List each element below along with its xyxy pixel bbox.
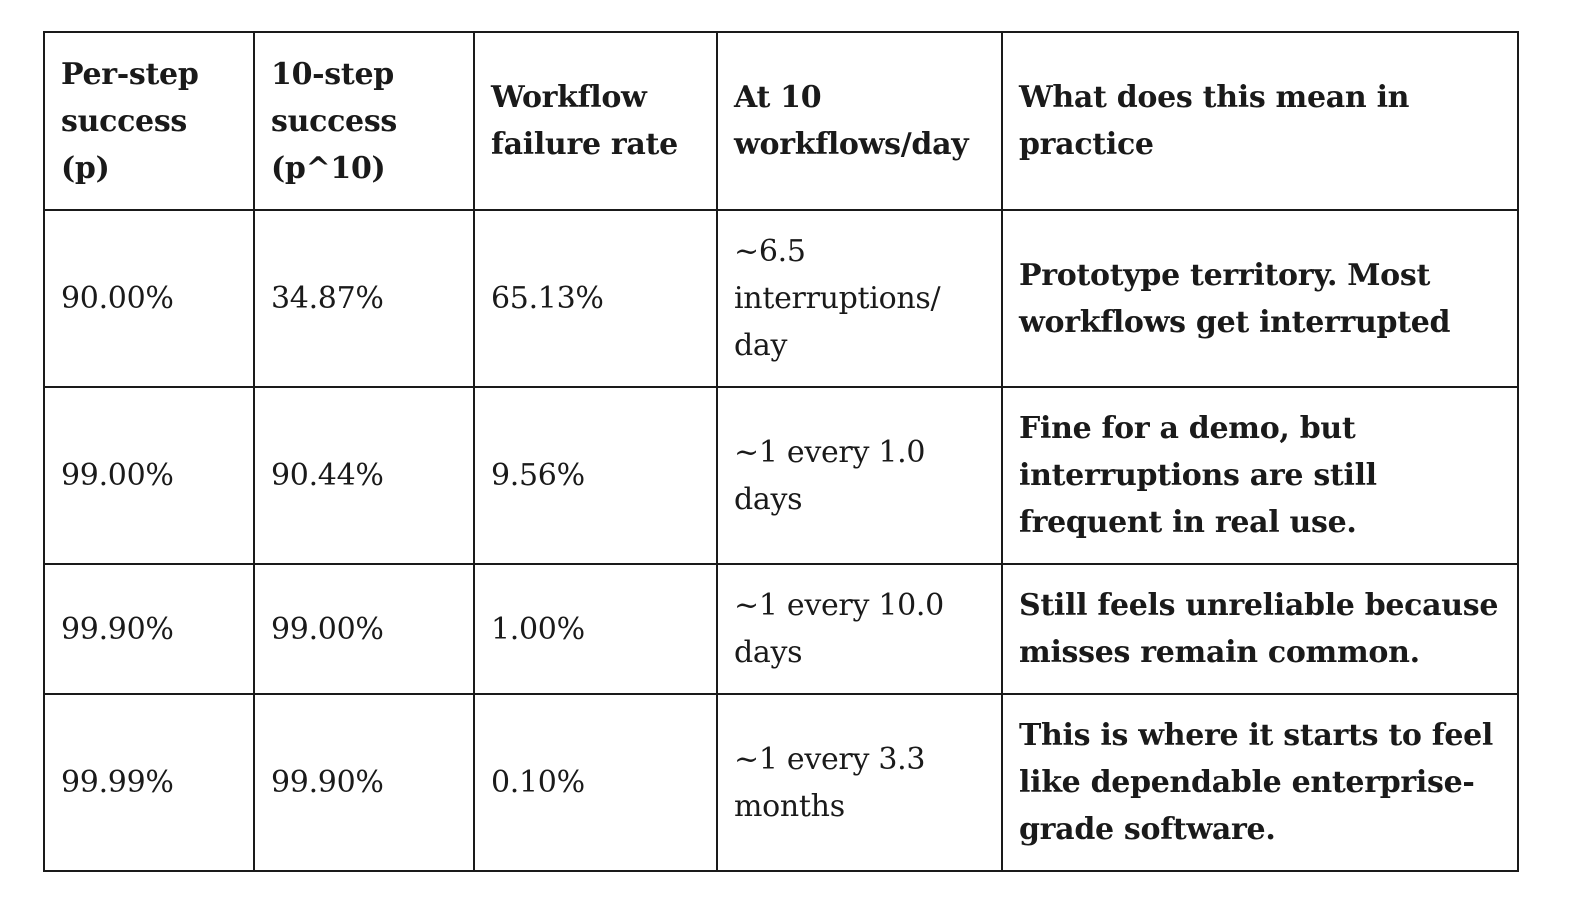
cell-meaning: Fine for a demo, but interruptions are s… xyxy=(1001,386,1519,565)
cell-per-step-success: 99.90% xyxy=(43,563,255,695)
cell-per-step-success: 90.00% xyxy=(43,209,255,388)
header-meaning: What does this mean in practice xyxy=(1001,31,1519,211)
table-row: 99.99% 99.90% 0.10% ~1 every 3.3 months … xyxy=(43,693,1519,872)
cell-meaning: Prototype territory. Most workflows get … xyxy=(1001,209,1519,388)
header-at-10-per-day: At 10 workflows/day xyxy=(716,31,1003,211)
header-row: Per-step success (p) 10-step success (p^… xyxy=(43,31,1519,211)
cell-per-step-success: 99.00% xyxy=(43,386,255,565)
cell-at-10-per-day: ~1 every 1.0 days xyxy=(716,386,1003,565)
cell-failure-rate: 65.13% xyxy=(473,209,718,388)
cell-at-10-per-day: ~1 every 10.0 days xyxy=(716,563,1003,695)
cell-meaning: This is where it starts to feel like dep… xyxy=(1001,693,1519,872)
header-failure-rate: Workflow failure rate xyxy=(473,31,718,211)
table-body: 90.00% 34.87% 65.13% ~6.5 interruptions/… xyxy=(43,209,1519,872)
cell-ten-step-success: 34.87% xyxy=(253,209,475,388)
table-row: 99.90% 99.00% 1.00% ~1 every 10.0 days S… xyxy=(43,563,1519,695)
cell-failure-rate: 0.10% xyxy=(473,693,718,872)
header-ten-step-success: 10-step success (p^10) xyxy=(253,31,475,211)
cell-at-10-per-day: ~1 every 3.3 months xyxy=(716,693,1003,872)
cell-ten-step-success: 99.90% xyxy=(253,693,475,872)
table-row: 90.00% 34.87% 65.13% ~6.5 interruptions/… xyxy=(43,209,1519,388)
cell-per-step-success: 99.99% xyxy=(43,693,255,872)
cell-meaning: Still feels unreliable because misses re… xyxy=(1001,563,1519,695)
cell-at-10-per-day: ~6.5 interruptions/ day xyxy=(716,209,1003,388)
cell-failure-rate: 1.00% xyxy=(473,563,718,695)
table-row: 99.00% 90.44% 9.56% ~1 every 1.0 days Fi… xyxy=(43,386,1519,565)
cell-failure-rate: 9.56% xyxy=(473,386,718,565)
cell-ten-step-success: 99.00% xyxy=(253,563,475,695)
reliability-table: Per-step success (p) 10-step success (p^… xyxy=(43,31,1519,872)
table-header: Per-step success (p) 10-step success (p^… xyxy=(43,31,1519,211)
header-per-step-success: Per-step success (p) xyxy=(43,31,255,211)
cell-ten-step-success: 90.44% xyxy=(253,386,475,565)
